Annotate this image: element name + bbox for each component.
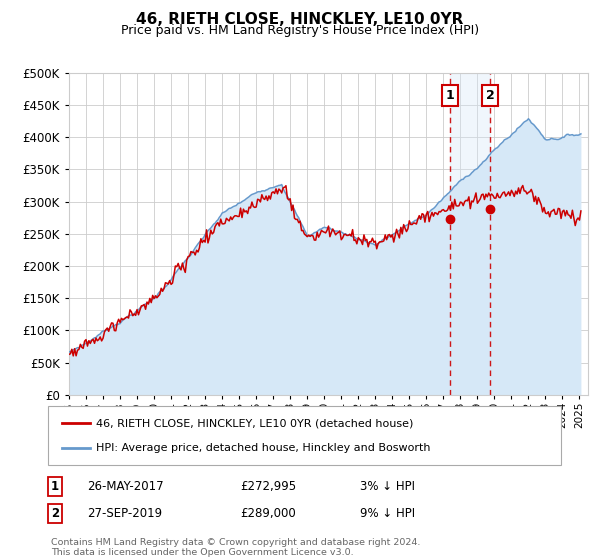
Text: 1: 1 [51,479,59,493]
Text: £272,995: £272,995 [240,479,296,493]
Text: 46, RIETH CLOSE, HINCKLEY, LE10 0YR: 46, RIETH CLOSE, HINCKLEY, LE10 0YR [136,12,464,27]
Text: 9% ↓ HPI: 9% ↓ HPI [360,507,415,520]
Text: 3% ↓ HPI: 3% ↓ HPI [360,479,415,493]
Text: Contains HM Land Registry data © Crown copyright and database right 2024.
This d: Contains HM Land Registry data © Crown c… [51,538,421,557]
Text: HPI: Average price, detached house, Hinckley and Bosworth: HPI: Average price, detached house, Hinc… [96,442,431,452]
Text: 26-MAY-2017: 26-MAY-2017 [87,479,164,493]
Text: Price paid vs. HM Land Registry's House Price Index (HPI): Price paid vs. HM Land Registry's House … [121,24,479,37]
Text: £289,000: £289,000 [240,507,296,520]
Text: 27-SEP-2019: 27-SEP-2019 [87,507,162,520]
Text: 2: 2 [51,507,59,520]
Text: 2: 2 [486,89,494,102]
Text: 1: 1 [445,89,454,102]
Bar [449,73,490,395]
Text: 46, RIETH CLOSE, HINCKLEY, LE10 0YR (detached house): 46, RIETH CLOSE, HINCKLEY, LE10 0YR (det… [96,418,413,428]
